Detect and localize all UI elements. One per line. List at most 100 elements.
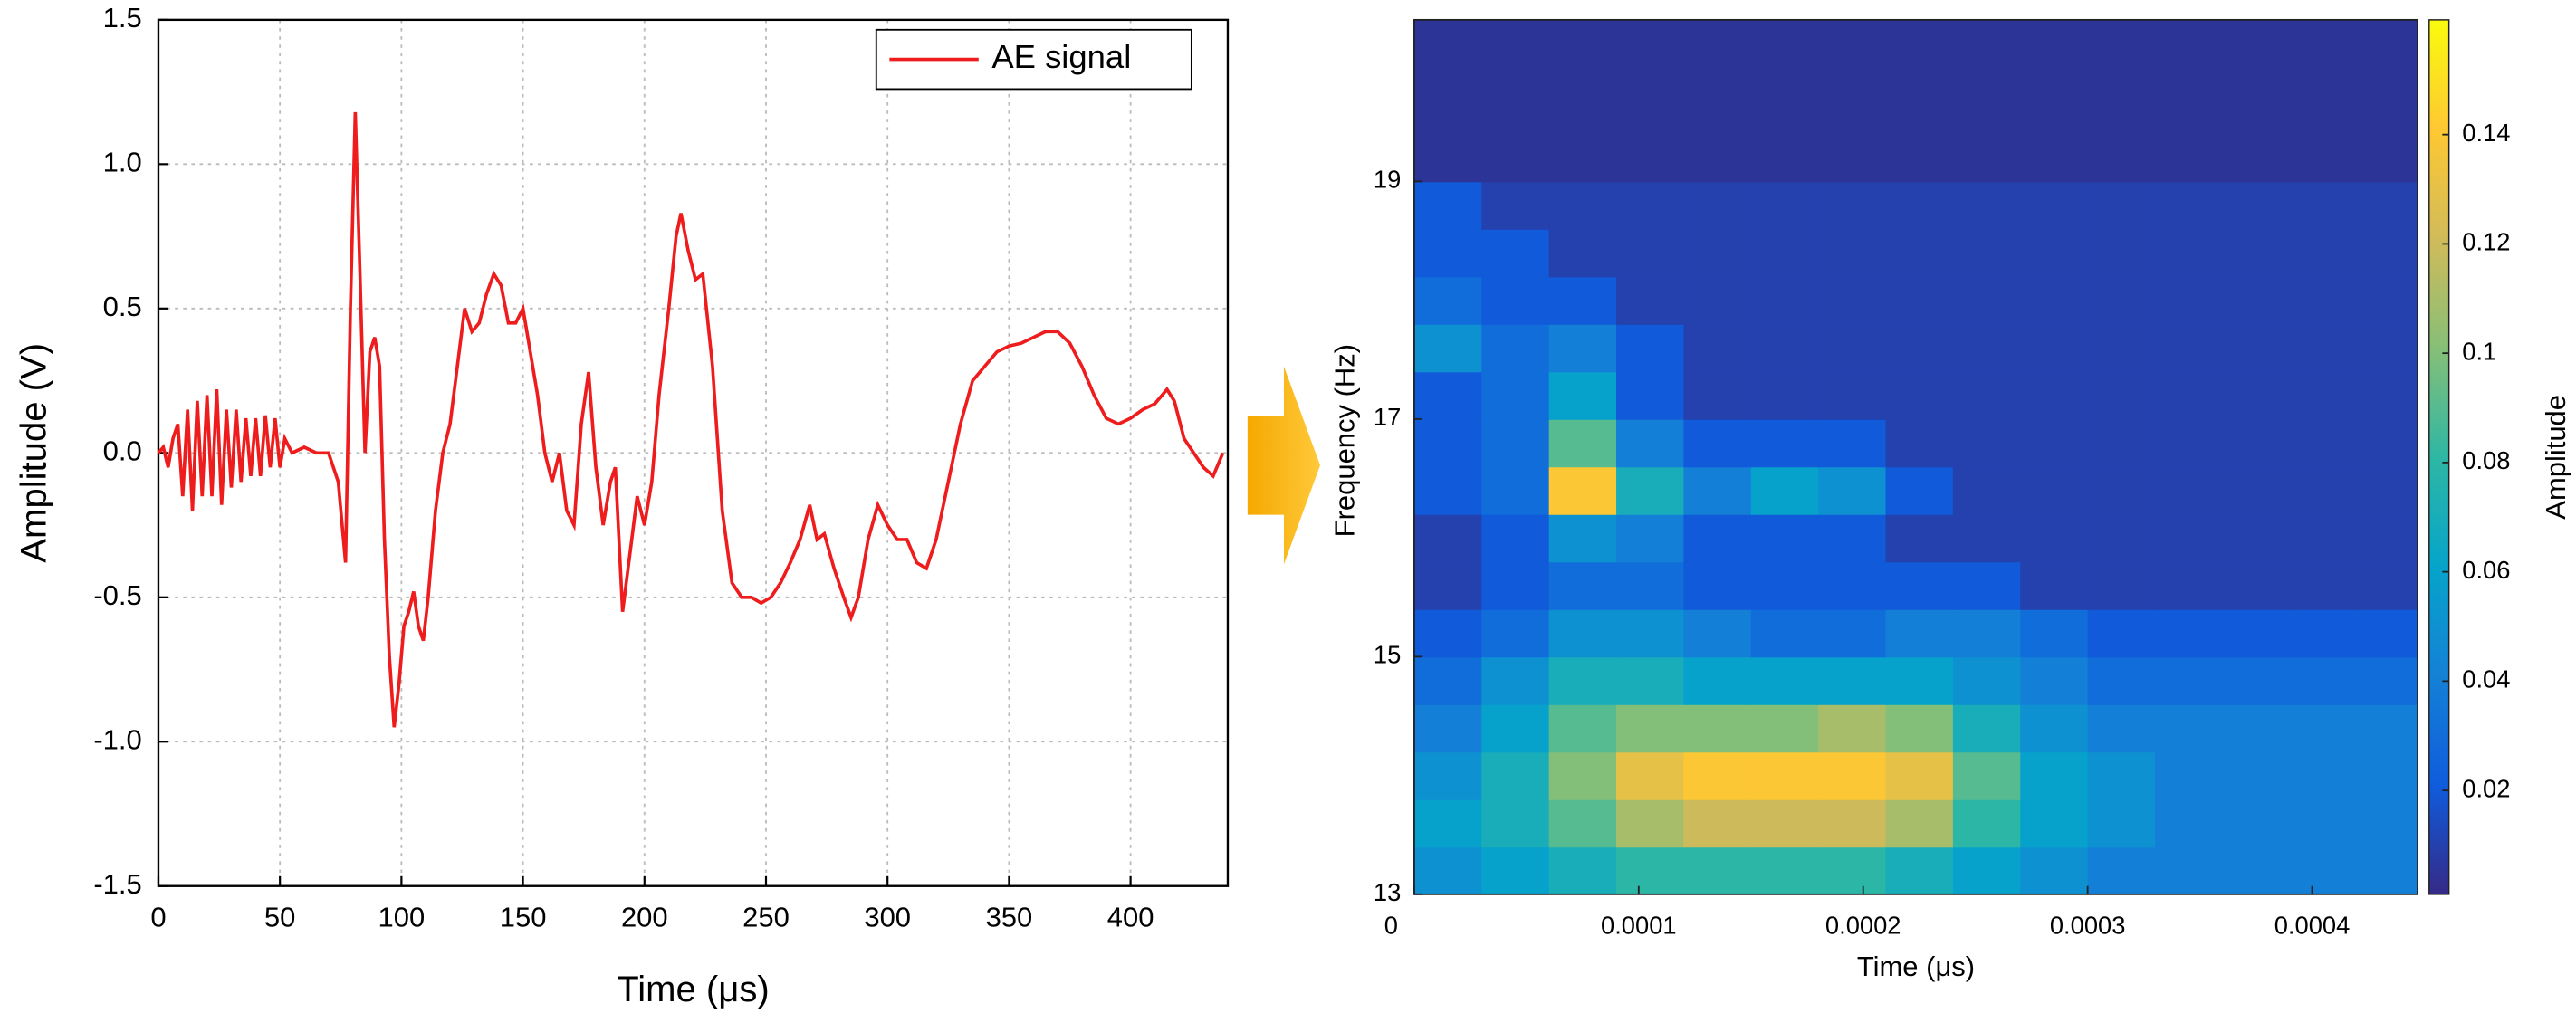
heatmap-cell bbox=[2087, 561, 2156, 610]
heatmap-cell bbox=[2357, 181, 2418, 230]
heatmap-cell bbox=[1885, 323, 1954, 373]
heatmap-cell bbox=[1548, 228, 1617, 278]
heatmap-cell bbox=[1616, 608, 1685, 658]
heatmap-cell bbox=[1952, 228, 2022, 278]
heatmap-cell bbox=[1616, 181, 1685, 230]
heatmap-cell bbox=[1548, 608, 1617, 658]
x-tick-label: 250 bbox=[742, 901, 790, 932]
heatmap-cell bbox=[1818, 703, 1887, 753]
heatmap-cell bbox=[2154, 656, 2224, 705]
colorbar-tick-label: 0.08 bbox=[2462, 446, 2510, 474]
heatmap-cell bbox=[1818, 228, 1887, 278]
heatmap-cell bbox=[2020, 656, 2089, 705]
heatmap-cell bbox=[1413, 703, 1483, 753]
heatmap-cell bbox=[1413, 846, 1483, 894]
heatmap-cell bbox=[1481, 181, 1550, 230]
heatmap-cell bbox=[1885, 656, 1954, 705]
heatmap-cell bbox=[1413, 133, 1483, 183]
heatmap-cell bbox=[2222, 19, 2291, 40]
heatmap-cell bbox=[1683, 86, 1752, 135]
heatmap-cell bbox=[2020, 703, 2089, 753]
heatmap-cell bbox=[2154, 133, 2224, 183]
heatmap-cell bbox=[2087, 38, 2156, 88]
arrow bbox=[1247, 366, 1321, 565]
heatmap-cell bbox=[1616, 19, 1685, 40]
heatmap-cell bbox=[1548, 181, 1617, 230]
heatmap-cell bbox=[2289, 38, 2359, 88]
heatmap-cell bbox=[1481, 371, 1550, 420]
heatmap-cell bbox=[2154, 19, 2224, 40]
legend-label: AE signal bbox=[991, 38, 1131, 75]
colorbar bbox=[2428, 19, 2450, 895]
heatmap-cell bbox=[1952, 371, 2022, 420]
heatmap-cell bbox=[2222, 798, 2291, 848]
heatmap-cell bbox=[1750, 608, 1820, 658]
heatmap-cell bbox=[1481, 418, 1550, 468]
heatmap-cell bbox=[2154, 323, 2224, 373]
heatmap-cell bbox=[2222, 181, 2291, 230]
heatmap-cell bbox=[1616, 466, 1685, 515]
heatmap-cell bbox=[1548, 466, 1617, 515]
heatmap-cell bbox=[2087, 276, 2156, 325]
heatmap-cell bbox=[2087, 703, 2156, 753]
heatmap-cell bbox=[1885, 703, 1954, 753]
heatmap-cell bbox=[1616, 38, 1685, 88]
heatmap-cell bbox=[1952, 608, 2022, 658]
heatmap-cell bbox=[2289, 418, 2359, 468]
heatmap-cell bbox=[2154, 703, 2224, 753]
heatmap-cell bbox=[2289, 86, 2359, 135]
heatmap-cell bbox=[1481, 19, 1550, 40]
colorbar-label: Amplitude bbox=[2540, 395, 2571, 520]
x-tick-label: 350 bbox=[986, 901, 1033, 932]
x-tick-label: 0 bbox=[150, 901, 166, 932]
heatmap-cell bbox=[2087, 751, 2156, 800]
heatmap-cell bbox=[1885, 561, 1954, 610]
heatmap-cell bbox=[1413, 466, 1483, 515]
heatmap-cell bbox=[2357, 276, 2418, 325]
x-tick-label: 50 bbox=[264, 901, 295, 932]
heatmap-cell bbox=[1481, 133, 1550, 183]
y-tick-label: 0.0 bbox=[103, 435, 142, 466]
heatmap-cell bbox=[2357, 751, 2418, 800]
colorbar-tick-label: 0.1 bbox=[2462, 337, 2496, 365]
heatmap-cell bbox=[2154, 371, 2224, 420]
heatmap-cell bbox=[1683, 846, 1752, 894]
heatmap-cell bbox=[2020, 846, 2089, 894]
x-tick-label: 200 bbox=[621, 901, 668, 932]
heatmap-cell bbox=[2154, 846, 2224, 894]
heatmap-cell bbox=[1616, 513, 1685, 563]
y-tick-label: -1.5 bbox=[93, 868, 141, 900]
heatmap-cell bbox=[2357, 38, 2418, 88]
heatmap-cell bbox=[2087, 798, 2156, 848]
heatmap-cell bbox=[2289, 19, 2359, 40]
heatmap-cell bbox=[1818, 513, 1887, 563]
heatmap-cell bbox=[1952, 656, 2022, 705]
y-tick-label: 0.5 bbox=[103, 291, 142, 322]
y-tick-label: 13 bbox=[1374, 878, 1401, 906]
heatmap-cell bbox=[1616, 703, 1685, 753]
heatmap-cell bbox=[2020, 19, 2089, 40]
heatmap-cell bbox=[2087, 608, 2156, 658]
heatmap-cell bbox=[1750, 751, 1820, 800]
x-tick-label: 400 bbox=[1107, 901, 1154, 932]
heatmap-cell bbox=[1750, 466, 1820, 515]
heatmap-cell bbox=[1616, 751, 1685, 800]
heatmap-cell bbox=[1548, 703, 1617, 753]
heatmap-cell bbox=[2222, 656, 2291, 705]
heatmap-cell bbox=[1413, 513, 1483, 563]
heatmap-cell bbox=[1885, 371, 1954, 420]
heatmap-cell bbox=[2357, 846, 2418, 894]
heatmap-cell bbox=[1413, 751, 1483, 800]
heatmap-cell bbox=[1818, 276, 1887, 325]
heatmap-cell bbox=[2289, 608, 2359, 658]
heatmap-cell bbox=[1683, 228, 1752, 278]
heatmap-cell bbox=[2020, 276, 2089, 325]
heatmap-cell bbox=[1481, 798, 1550, 848]
heatmap-cell bbox=[1481, 86, 1550, 135]
heatmap-cell bbox=[2154, 181, 2224, 230]
heatmap-cell bbox=[2357, 86, 2418, 135]
heatmap-cell bbox=[2154, 466, 2224, 515]
heatmap-cell bbox=[2357, 228, 2418, 278]
heatmap-cell bbox=[2289, 276, 2359, 325]
